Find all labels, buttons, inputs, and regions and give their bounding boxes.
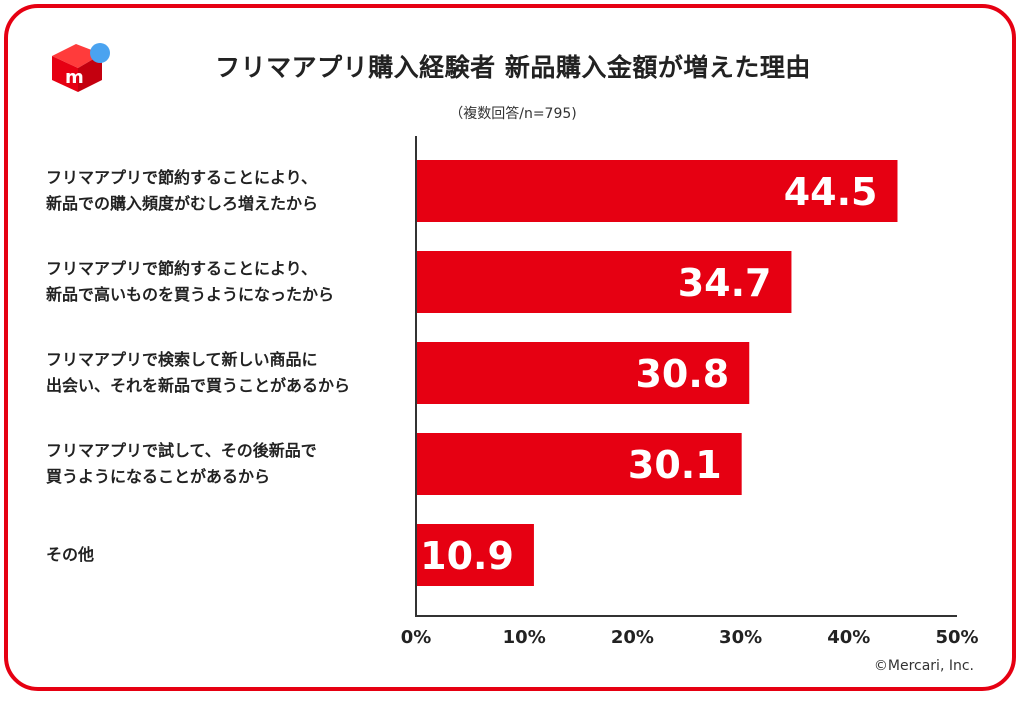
copyright: ©Mercari, Inc. xyxy=(873,658,974,674)
svg-text:m: m xyxy=(65,67,84,88)
category-label-5: その他 xyxy=(46,545,95,564)
chart-subtitle: （複数回答/n=795) xyxy=(449,106,577,122)
x-tick-label-1: 10% xyxy=(503,627,546,648)
category-label-2: フリマアプリで節約することにより、 新品で高いものを買うようになったから xyxy=(46,259,335,304)
bar-5 xyxy=(416,524,534,586)
category-label-1: フリマアプリで節約することにより、 新品での購入頻度がむしろ増えたから xyxy=(46,168,319,213)
x-tick-label-4: 40% xyxy=(827,627,870,648)
data-label-4: 30.1 xyxy=(628,443,722,487)
data-label-5: 10.9 xyxy=(420,534,514,578)
mercari-logo-icon: m xyxy=(52,43,110,92)
bar-2 xyxy=(416,251,792,313)
data-label-2: 34.7 xyxy=(678,261,772,305)
x-tick-label-0: 0% xyxy=(401,627,432,648)
category-label-4: フリマアプリで試して、その後新品で 買うようになることがあるから xyxy=(46,441,317,486)
bar-4 xyxy=(416,433,742,495)
x-tick-label-2: 20% xyxy=(611,627,654,648)
bar-1 xyxy=(416,160,898,222)
data-label-3: 30.8 xyxy=(635,352,729,396)
x-tick-label-5: 50% xyxy=(935,627,978,648)
x-tick-label-3: 30% xyxy=(719,627,762,648)
chart-title: フリマアプリ購入経験者 新品購入金額が増えた理由 xyxy=(215,53,811,82)
data-label-1: 44.5 xyxy=(784,170,878,214)
bar-3 xyxy=(416,342,750,404)
category-label-3: フリマアプリで検索して新しい商品に 出会い、それを新品で買うことがあるから xyxy=(46,350,351,395)
